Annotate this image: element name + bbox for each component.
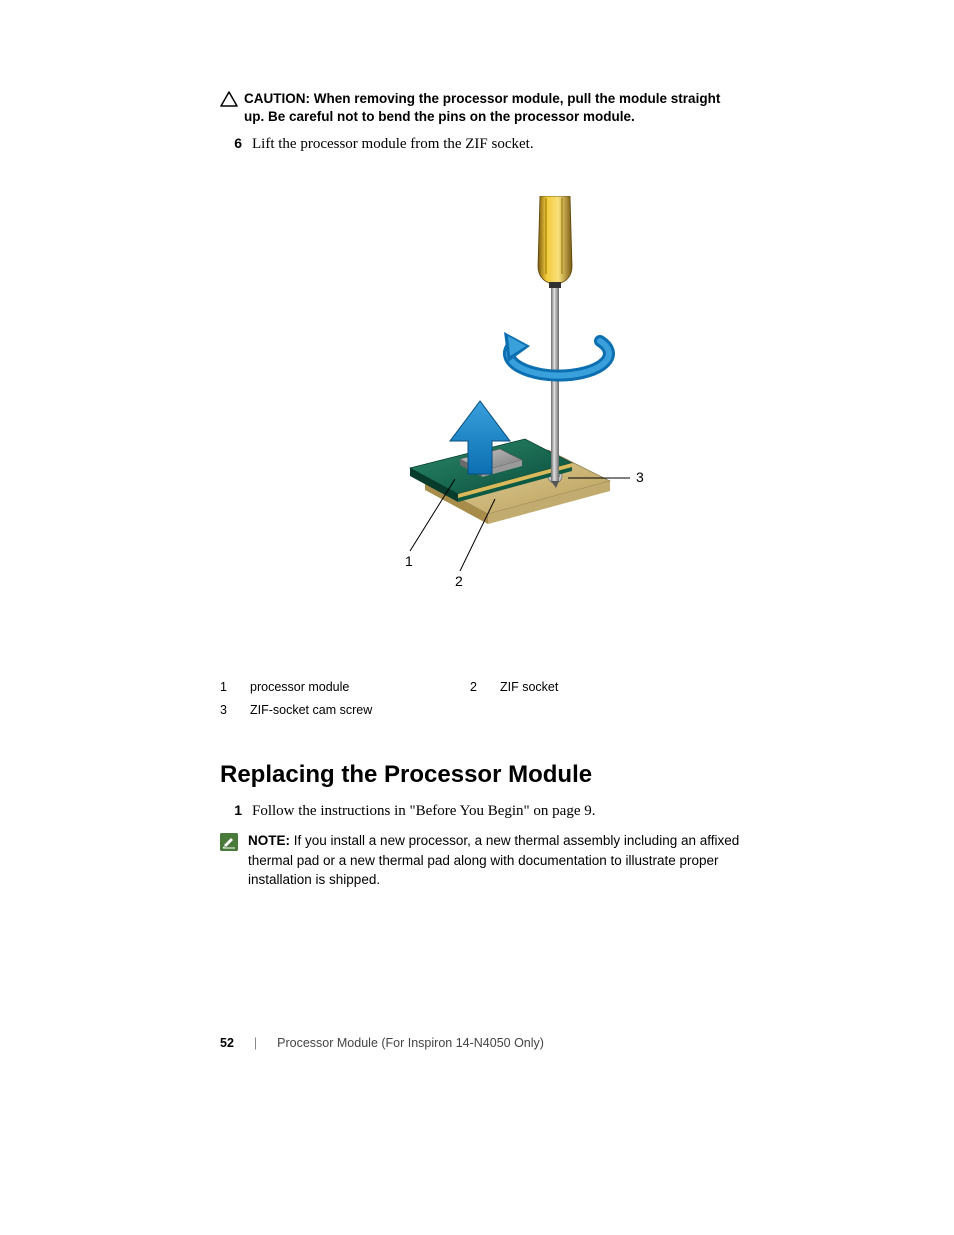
figure: 1 2 3 [220, 196, 740, 616]
footer-title: Processor Module (For Inspiron 14-N4050 … [277, 1036, 544, 1050]
content-column: CAUTION: When removing the processor mod… [220, 90, 740, 890]
note-label: NOTE: [248, 833, 290, 848]
footer-page-number: 52 [220, 1036, 234, 1050]
legend-table: 1 processor module 2 ZIF socket 3 ZIF-so… [220, 676, 740, 721]
note-body: If you install a new processor, a new th… [248, 833, 739, 887]
callout-2: 2 [455, 573, 463, 589]
note-callout: NOTE: If you install a new processor, a … [220, 831, 740, 890]
step-text: Follow the instructions in "Before You B… [252, 801, 595, 823]
legend-row: 3 ZIF-socket cam screw [220, 699, 740, 722]
footer-separator: | [254, 1036, 257, 1050]
caution-label: CAUTION: [244, 91, 310, 106]
callout-1: 1 [405, 553, 413, 569]
legend-num: 2 [470, 676, 500, 699]
step-number: 6 [220, 135, 242, 151]
caution-body: When removing the processor module, pull… [244, 91, 720, 124]
note-text: NOTE: If you install a new processor, a … [248, 831, 740, 890]
legend-label: ZIF socket [500, 676, 720, 699]
legend-row: 1 processor module 2 ZIF socket [220, 676, 740, 699]
legend-num: 3 [220, 699, 250, 722]
legend-label: processor module [250, 676, 470, 699]
caution-callout: CAUTION: When removing the processor mod… [220, 90, 740, 126]
processor-diagram: 1 2 3 [300, 196, 660, 616]
note-icon [220, 833, 238, 851]
caution-text: CAUTION: When removing the processor mod… [244, 90, 740, 126]
callout-3: 3 [636, 469, 644, 485]
legend-label: ZIF-socket cam screw [250, 699, 470, 722]
step-text: Lift the processor module from the ZIF s… [252, 134, 534, 156]
page-footer: 52 | Processor Module (For Inspiron 14-N… [220, 1036, 544, 1050]
legend-num: 1 [220, 676, 250, 699]
step-number: 1 [220, 802, 242, 818]
step-1: 1 Follow the instructions in "Before You… [220, 801, 740, 823]
caution-icon [220, 91, 238, 112]
screwdriver-handle [538, 196, 572, 288]
document-page: CAUTION: When removing the processor mod… [0, 0, 954, 1235]
section-heading: Replacing the Processor Module [220, 761, 740, 789]
step-6: 6 Lift the processor module from the ZIF… [220, 134, 740, 156]
